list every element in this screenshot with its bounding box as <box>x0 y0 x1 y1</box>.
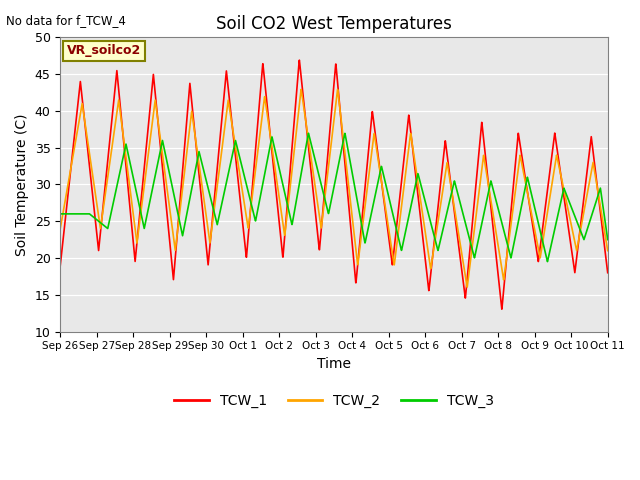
X-axis label: Time: Time <box>317 357 351 371</box>
Title: Soil CO2 West Temperatures: Soil CO2 West Temperatures <box>216 15 452 33</box>
Text: No data for f_TCW_4: No data for f_TCW_4 <box>6 14 126 27</box>
Legend: TCW_1, TCW_2, TCW_3: TCW_1, TCW_2, TCW_3 <box>168 388 500 414</box>
Text: VR_soilco2: VR_soilco2 <box>67 44 141 57</box>
Y-axis label: Soil Temperature (C): Soil Temperature (C) <box>15 113 29 256</box>
